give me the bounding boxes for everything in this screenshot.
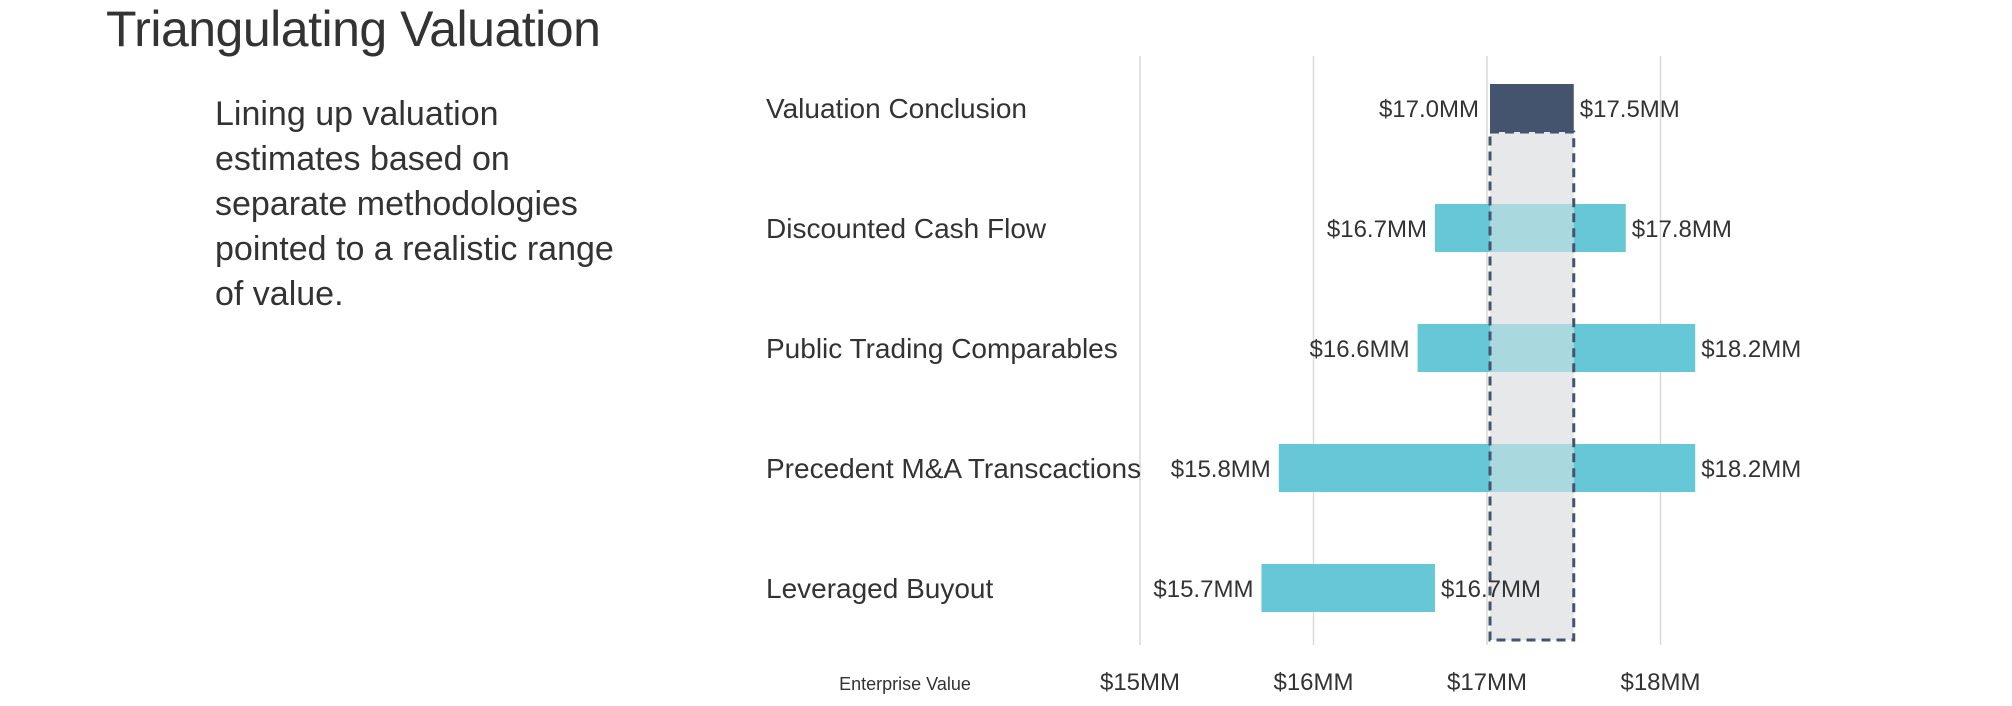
category-label: Leveraged Buyout — [766, 573, 994, 604]
x-axis-title: Enterprise Value — [839, 674, 971, 694]
category-labels: Valuation Conclusion Discounted Cash Flow… — [766, 93, 1141, 604]
low-value-label: $15.8MM — [1171, 456, 1271, 483]
low-value-label: $16.7MM — [1327, 216, 1427, 243]
chart-description: Lining up valuation estimates based on s… — [215, 95, 614, 313]
x-axis: Enterprise Value $15MM $16MM $17MM $18MM — [839, 669, 1700, 696]
conclusion-band-outline — [1488, 130, 1576, 642]
range-bars — [1261, 84, 1696, 612]
category-label: Precedent M&A Transcactions — [766, 453, 1141, 484]
x-tick-label: $18MM — [1620, 669, 1700, 696]
x-tick-label: $16MM — [1273, 669, 1353, 696]
high-value-label: $18.2MM — [1701, 336, 1801, 363]
high-value-label: $16.7MM — [1441, 576, 1541, 603]
range-bar-overlap — [1490, 204, 1574, 252]
range-bar — [1261, 564, 1435, 612]
data-labels: $17.0MM $17.5MM $16.7MM $17.8MM $16.6MM $18.2… — [1153, 96, 1801, 603]
bar-valuation-conclusion — [1490, 84, 1574, 132]
x-tick-label: $15MM — [1100, 669, 1180, 696]
high-value-label: $17.5MM — [1580, 96, 1680, 123]
category-label: Valuation Conclusion — [766, 93, 1027, 124]
range-bar-overlap — [1490, 324, 1574, 372]
high-value-label: $18.2MM — [1701, 456, 1801, 483]
range-bar — [1278, 444, 1696, 492]
x-tick-label: $17MM — [1447, 669, 1527, 696]
range-bar-overlap — [1490, 444, 1574, 492]
low-value-label: $17.0MM — [1379, 96, 1479, 123]
low-value-label: $16.6MM — [1310, 336, 1410, 363]
category-label: Public Trading Comparables — [766, 333, 1118, 364]
high-value-label: $17.8MM — [1632, 216, 1732, 243]
category-label: Discounted Cash Flow — [766, 213, 1047, 244]
page-title: Triangulating Valuation — [106, 1, 601, 57]
low-value-label: $15.7MM — [1153, 576, 1253, 603]
conclusion-band-border — [1488, 130, 1576, 642]
